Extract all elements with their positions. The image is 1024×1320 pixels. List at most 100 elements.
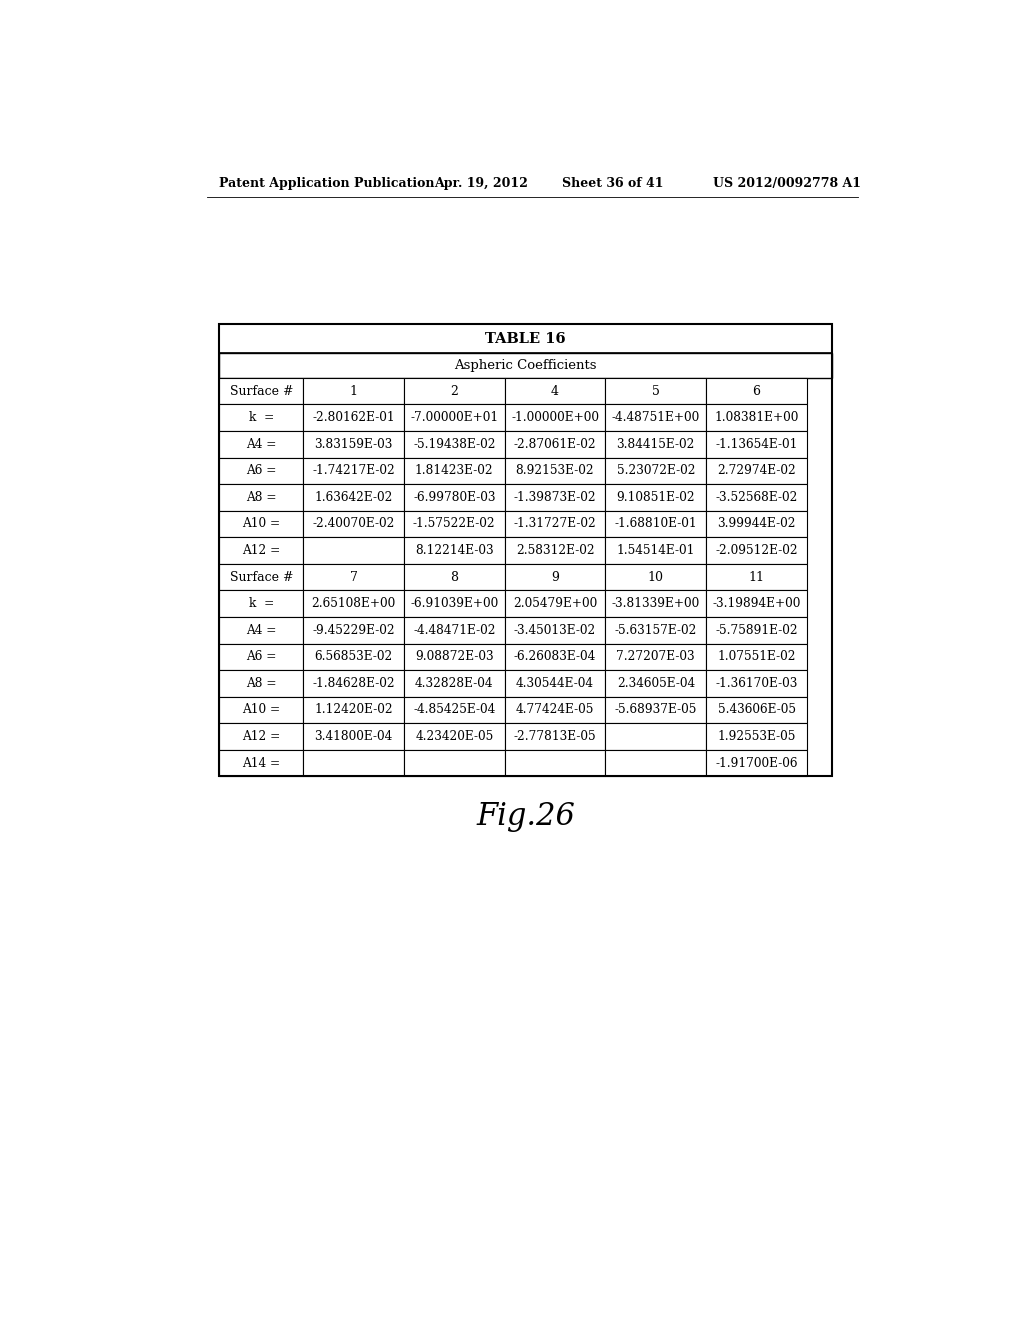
Bar <box>403 616 505 644</box>
Bar <box>403 537 505 564</box>
Text: A4 =: A4 = <box>246 624 276 636</box>
Bar <box>303 644 403 671</box>
Text: 11: 11 <box>749 570 765 583</box>
Text: 3.84415E-02: 3.84415E-02 <box>616 438 695 450</box>
Bar <box>505 671 605 697</box>
Text: -1.84628E-02: -1.84628E-02 <box>312 677 395 690</box>
Text: A14 =: A14 = <box>243 756 281 770</box>
Text: 4.77424E-05: 4.77424E-05 <box>516 704 594 717</box>
Bar <box>219 378 303 404</box>
Text: 1: 1 <box>349 384 357 397</box>
Bar <box>303 458 403 484</box>
Bar <box>707 378 807 404</box>
Bar <box>707 432 807 458</box>
Bar <box>403 697 505 723</box>
Text: -3.45013E-02: -3.45013E-02 <box>514 624 596 636</box>
Text: -5.75891E-02: -5.75891E-02 <box>715 624 798 636</box>
Bar <box>505 432 605 458</box>
Bar <box>303 378 403 404</box>
Text: -1.68810E-01: -1.68810E-01 <box>614 517 697 531</box>
Bar <box>303 590 403 616</box>
Bar <box>605 616 707 644</box>
Text: 8.12214E-03: 8.12214E-03 <box>415 544 494 557</box>
Text: 4: 4 <box>551 384 559 397</box>
Text: -5.19438E-02: -5.19438E-02 <box>413 438 496 450</box>
Bar <box>605 723 707 750</box>
Bar <box>707 671 807 697</box>
Bar <box>605 644 707 671</box>
Text: 6.56853E-02: 6.56853E-02 <box>314 651 392 663</box>
Text: k  =: k = <box>249 412 274 424</box>
Text: 2: 2 <box>451 384 458 397</box>
Bar <box>707 723 807 750</box>
Bar <box>403 723 505 750</box>
Text: 9: 9 <box>551 570 559 583</box>
Bar <box>303 484 403 511</box>
Bar <box>707 511 807 537</box>
Text: 1.08381E+00: 1.08381E+00 <box>715 412 799 424</box>
Bar <box>219 616 303 644</box>
Bar <box>303 537 403 564</box>
Text: 4.32828E-04: 4.32828E-04 <box>415 677 494 690</box>
Text: Apr. 19, 2012: Apr. 19, 2012 <box>434 177 528 190</box>
Text: -2.77813E-05: -2.77813E-05 <box>514 730 596 743</box>
Bar <box>219 671 303 697</box>
Bar <box>505 511 605 537</box>
Text: -3.19894E+00: -3.19894E+00 <box>713 597 801 610</box>
Text: -1.91700E-06: -1.91700E-06 <box>716 756 798 770</box>
Bar <box>707 616 807 644</box>
Bar <box>403 750 505 776</box>
Text: 4.23420E-05: 4.23420E-05 <box>415 730 494 743</box>
Bar <box>403 458 505 484</box>
Text: -2.80162E-01: -2.80162E-01 <box>312 412 395 424</box>
Text: Aspheric Coefficients: Aspheric Coefficients <box>455 359 597 372</box>
Bar <box>219 590 303 616</box>
Bar <box>605 404 707 432</box>
Bar <box>219 697 303 723</box>
Bar <box>505 697 605 723</box>
Text: 1.12420E-02: 1.12420E-02 <box>314 704 393 717</box>
Text: 2.34605E-04: 2.34605E-04 <box>616 677 695 690</box>
Bar <box>505 590 605 616</box>
Text: 8.92153E-02: 8.92153E-02 <box>516 465 594 478</box>
Text: -1.36170E-03: -1.36170E-03 <box>716 677 798 690</box>
Text: 1.92553E-05: 1.92553E-05 <box>718 730 796 743</box>
Bar <box>303 404 403 432</box>
Bar <box>303 671 403 697</box>
Text: 2.05479E+00: 2.05479E+00 <box>513 597 597 610</box>
Bar <box>505 378 605 404</box>
Text: k  =: k = <box>249 597 274 610</box>
Bar <box>303 616 403 644</box>
Bar <box>605 590 707 616</box>
Text: -6.99780E-03: -6.99780E-03 <box>413 491 496 504</box>
Text: A4 =: A4 = <box>246 438 276 450</box>
Bar <box>403 590 505 616</box>
Text: A6 =: A6 = <box>246 651 276 663</box>
Text: A12 =: A12 = <box>242 544 281 557</box>
Text: 2.65108E+00: 2.65108E+00 <box>311 597 395 610</box>
Text: -2.09512E-02: -2.09512E-02 <box>715 544 798 557</box>
Bar <box>403 484 505 511</box>
Bar <box>219 484 303 511</box>
Text: -3.81339E+00: -3.81339E+00 <box>611 597 699 610</box>
Text: -2.87061E-02: -2.87061E-02 <box>514 438 596 450</box>
Bar <box>403 404 505 432</box>
Text: 3.99944E-02: 3.99944E-02 <box>717 517 796 531</box>
Bar <box>219 404 303 432</box>
Bar <box>605 697 707 723</box>
Text: -3.52568E-02: -3.52568E-02 <box>716 491 798 504</box>
Text: 10: 10 <box>648 570 664 583</box>
Bar <box>505 404 605 432</box>
Text: -6.91039E+00: -6.91039E+00 <box>411 597 499 610</box>
Bar <box>707 484 807 511</box>
Text: A10 =: A10 = <box>243 704 281 717</box>
Bar <box>403 644 505 671</box>
Bar <box>707 697 807 723</box>
Text: -1.74217E-02: -1.74217E-02 <box>312 465 395 478</box>
Bar <box>303 564 403 590</box>
Bar <box>219 511 303 537</box>
Bar <box>303 697 403 723</box>
Text: -1.39873E-02: -1.39873E-02 <box>514 491 596 504</box>
Bar <box>403 432 505 458</box>
Bar <box>707 564 807 590</box>
